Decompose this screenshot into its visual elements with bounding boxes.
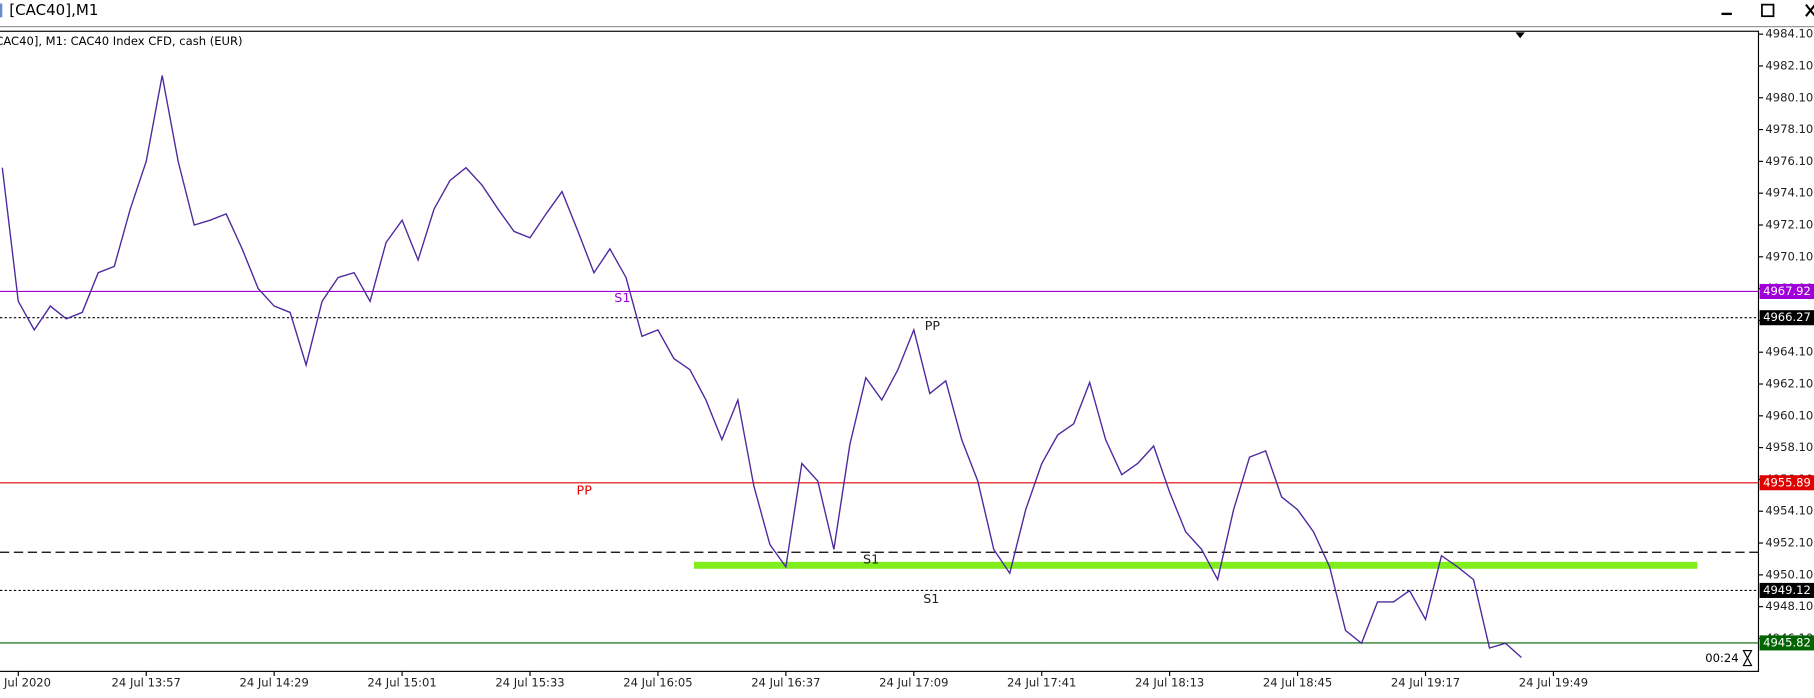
x-tick-label: 24 Jul 18:13 — [1135, 675, 1204, 689]
x-tick-label: 24 Jul 2020 — [0, 675, 51, 689]
price-label-box — [1759, 283, 1814, 299]
x-tick-label: 24 Jul 17:41 — [1007, 675, 1076, 689]
y-tick-label: 4980.10 — [1765, 90, 1813, 104]
price-line — [1, 75, 1522, 659]
y-tick-label: 4952.10 — [1765, 536, 1813, 550]
price-label-box — [1759, 310, 1814, 326]
price-label: 4966.27 — [1763, 310, 1811, 324]
annotation: PP — [925, 318, 941, 333]
x-tick-label: 24 Jul 14:29 — [239, 675, 308, 689]
price-label-box — [1759, 475, 1814, 491]
y-tick-label: 4976.10 — [1765, 154, 1813, 168]
annotation: S1 — [614, 290, 630, 305]
y-tick-label: 4978.10 — [1765, 122, 1813, 136]
price-label: 4967.92 — [1763, 284, 1811, 298]
price-label-box — [1759, 582, 1814, 598]
x-tick-label: 24 Jul 19:49 — [1519, 675, 1588, 689]
plot-area — [0, 30, 1760, 672]
y-tick-label: 4972.10 — [1765, 217, 1813, 231]
x-tick-label: 24 Jul 16:37 — [751, 675, 820, 689]
maximize-button[interactable] — [1761, 3, 1775, 18]
y-tick-label: 4954.10 — [1765, 504, 1813, 518]
x-tick-label: 24 Jul 16:05 — [623, 675, 692, 689]
countdown: 00:24 — [1705, 651, 1738, 665]
price-label-box — [1759, 635, 1814, 651]
y-tick-label: 4962.10 — [1765, 377, 1813, 391]
y-tick-label: 4960.10 — [1765, 408, 1813, 422]
y-tick-label: 4964.10 — [1765, 345, 1813, 359]
x-tick-label: 24 Jul 17:09 — [879, 675, 948, 689]
y-tick-label: 4958.10 — [1765, 440, 1813, 454]
price-label: 4955.89 — [1763, 475, 1811, 489]
x-tick-label: 24 Jul 13:57 — [112, 675, 181, 689]
chart-subtitle: [CAC40], M1: CAC40 Index CFD, cash (EUR) — [0, 34, 243, 48]
annotation: S1 — [863, 552, 879, 567]
y-tick-label: 4950.10 — [1765, 567, 1813, 581]
window-title: [CAC40],M1 — [9, 1, 98, 19]
hourglass-icon — [1742, 649, 1753, 667]
annotation: S1 — [923, 591, 939, 606]
price-label: 4945.82 — [1763, 635, 1811, 649]
price-label: 4949.12 — [1763, 583, 1811, 597]
annotation: PP — [577, 482, 593, 497]
x-tick-label: 24 Jul 19:17 — [1391, 675, 1460, 689]
y-tick-label: 4970.10 — [1765, 249, 1813, 263]
y-tick-label: 4948.10 — [1765, 599, 1813, 613]
x-tick-label: 24 Jul 18:45 — [1263, 675, 1332, 689]
shift-marker — [1515, 32, 1525, 39]
y-tick-label: 4984.10 — [1765, 27, 1813, 41]
x-tick-label: 24 Jul 15:33 — [495, 675, 564, 689]
window-icon — [0, 3, 3, 18]
y-tick-label: 4974.10 — [1765, 186, 1813, 200]
y-tick-label: 4982.10 — [1765, 58, 1813, 72]
title-bar — [0, 0, 1814, 24]
x-tick-label: 24 Jul 15:01 — [367, 675, 436, 689]
support-zone — [693, 561, 1698, 569]
